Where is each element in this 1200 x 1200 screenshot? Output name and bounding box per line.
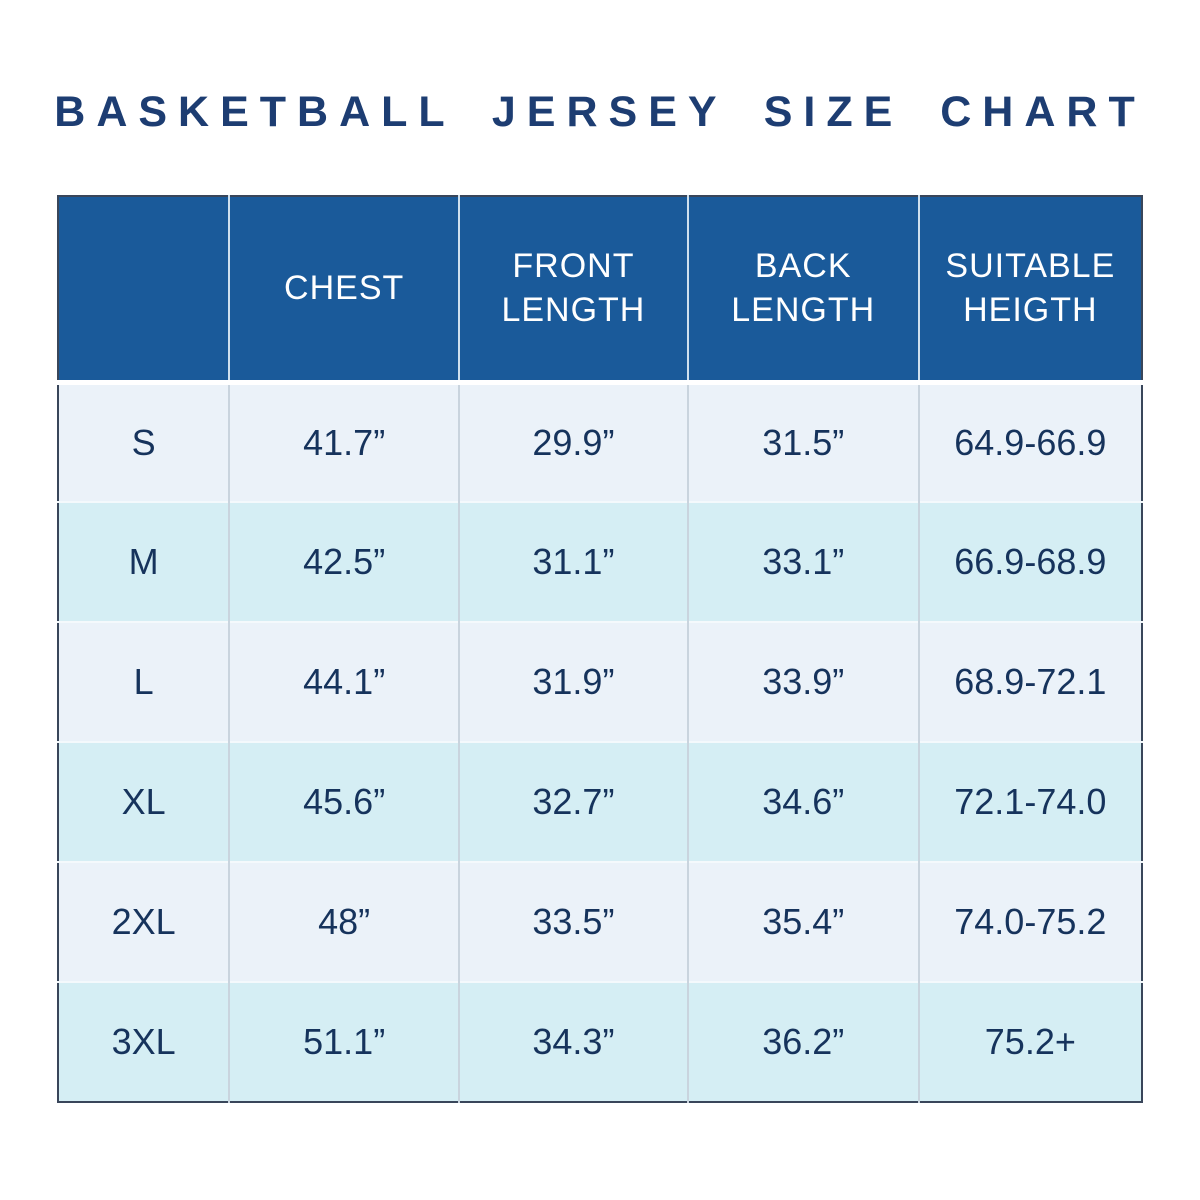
header-cell-suitable-height: SUITABLE HEIGTH bbox=[917, 196, 1142, 385]
page-title: BASKETBALL JERSEY SIZE CHART bbox=[54, 88, 1146, 136]
suitable-height-value: 74.0-75.2 bbox=[917, 861, 1142, 982]
front-length-value: 33.5” bbox=[458, 861, 688, 982]
chest-value: 41.7” bbox=[228, 381, 460, 502]
chest-value: 48” bbox=[228, 861, 460, 982]
front-length-value: 31.9” bbox=[458, 621, 688, 742]
back-length-value: 33.1” bbox=[686, 501, 919, 622]
size-label: XL bbox=[58, 741, 230, 862]
front-length-value: 34.3” bbox=[458, 981, 688, 1102]
table-row-3xl: 3XL 51.1” 34.3” 36.2” 75.2+ bbox=[58, 981, 1142, 1102]
suitable-height-value: 75.2+ bbox=[917, 981, 1142, 1102]
suitable-height-value: 64.9-66.9 bbox=[917, 381, 1142, 502]
table-row-l: L 44.1” 31.9” 33.9” 68.9-72.1 bbox=[58, 621, 1142, 742]
back-length-value: 31.5” bbox=[686, 381, 919, 502]
size-label: S bbox=[58, 381, 230, 502]
size-label: 2XL bbox=[58, 861, 230, 982]
back-length-value: 35.4” bbox=[686, 861, 919, 982]
size-label: 3XL bbox=[58, 981, 230, 1102]
front-length-value: 29.9” bbox=[458, 381, 688, 502]
table-row-xl: XL 45.6” 32.7” 34.6” 72.1-74.0 bbox=[58, 741, 1142, 862]
table-row-s: S 41.7” 29.9” 31.5” 64.9-66.9 bbox=[58, 381, 1142, 502]
chest-value: 51.1” bbox=[228, 981, 460, 1102]
back-length-value: 34.6” bbox=[686, 741, 919, 862]
chest-value: 42.5” bbox=[228, 501, 460, 622]
header-cell-front-length: FRONT LENGTH bbox=[458, 196, 688, 385]
suitable-height-value: 66.9-68.9 bbox=[917, 501, 1142, 622]
header-cell-chest: CHEST bbox=[228, 196, 460, 385]
size-label: L bbox=[58, 621, 230, 742]
front-length-value: 32.7” bbox=[458, 741, 688, 862]
header-cell-back-length: BACK LENGTH bbox=[686, 196, 919, 385]
table-row-2xl: 2XL 48” 33.5” 35.4” 74.0-75.2 bbox=[58, 861, 1142, 982]
table-row-m: M 42.5” 31.1” 33.1” 66.9-68.9 bbox=[58, 501, 1142, 622]
chest-value: 45.6” bbox=[228, 741, 460, 862]
back-length-value: 36.2” bbox=[686, 981, 919, 1102]
suitable-height-value: 72.1-74.0 bbox=[917, 741, 1142, 862]
chest-value: 44.1” bbox=[228, 621, 460, 742]
back-length-value: 33.9” bbox=[686, 621, 919, 742]
header-cell-size-blank bbox=[58, 196, 230, 385]
size-label: M bbox=[58, 501, 230, 622]
front-length-value: 31.1” bbox=[458, 501, 688, 622]
size-chart-table: CHEST FRONT LENGTH BACK LENGTH SUITABLE … bbox=[57, 195, 1143, 1103]
table-header-row: CHEST FRONT LENGTH BACK LENGTH SUITABLE … bbox=[58, 196, 1142, 385]
suitable-height-value: 68.9-72.1 bbox=[917, 621, 1142, 742]
